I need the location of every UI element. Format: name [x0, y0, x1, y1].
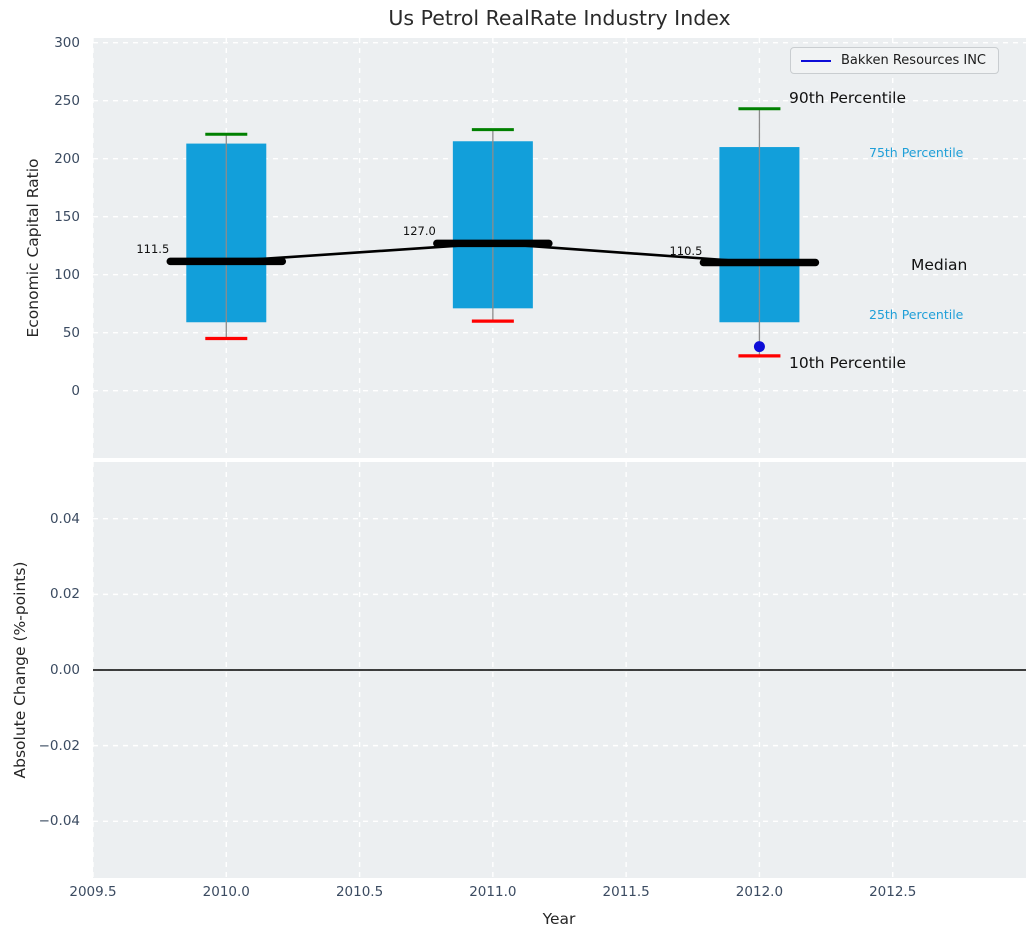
legend: Bakken Resources INC	[790, 47, 1000, 74]
annotation-25th-percentile: 25th Percentile	[869, 307, 964, 322]
ytick-label-top: 150	[54, 208, 80, 225]
ytick-label-bottom: 0.00	[49, 662, 80, 678]
median-value-label: 111.5	[136, 242, 170, 257]
annotation-median: Median	[911, 256, 968, 274]
xtick-label: 2011.0	[469, 884, 517, 900]
ytick-label-top: 250	[54, 92, 80, 109]
xtick-label: 2011.5	[602, 884, 650, 900]
chart-title: Us Petrol RealRate Industry Index	[388, 6, 731, 30]
median-value-label: 110.5	[669, 243, 703, 258]
y-axis-label-top: Economic Capital Ratio	[24, 158, 42, 338]
annotation-75th-percentile: 75th Percentile	[869, 145, 964, 160]
ytick-label-bottom: −0.04	[38, 813, 80, 830]
xtick-label: 2012.0	[735, 884, 784, 900]
ytick-label-top: 200	[54, 150, 80, 167]
ytick-label-bottom: 0.04	[49, 510, 80, 527]
ytick-label-top: 0	[71, 382, 80, 399]
legend-line-swatch-icon	[801, 59, 831, 62]
x-axis-label: Year	[542, 910, 576, 928]
ytick-label-top: 100	[54, 266, 80, 283]
xtick-label: 2012.5	[869, 884, 917, 900]
median-value-label: 127.0	[402, 224, 436, 239]
y-axis-label-bottom: Absolute Change (%-points)	[11, 561, 29, 779]
ytick-label-top: 50	[62, 324, 80, 341]
ytick-label-bottom: 0.02	[49, 586, 80, 603]
company-data-point	[753, 341, 765, 353]
xtick-label: 2009.5	[69, 884, 117, 900]
xtick-label: 2010.0	[202, 884, 250, 900]
ytick-label-top: 300	[54, 34, 80, 51]
annotation-10th-percentile: 10th Percentile	[789, 354, 907, 372]
xtick-label: 2010.5	[335, 884, 384, 900]
legend-label: Bakken Resources INC	[841, 53, 987, 68]
ytick-label-bottom: −0.02	[38, 737, 80, 754]
annotation-90th-percentile: 90th Percentile	[789, 89, 907, 107]
